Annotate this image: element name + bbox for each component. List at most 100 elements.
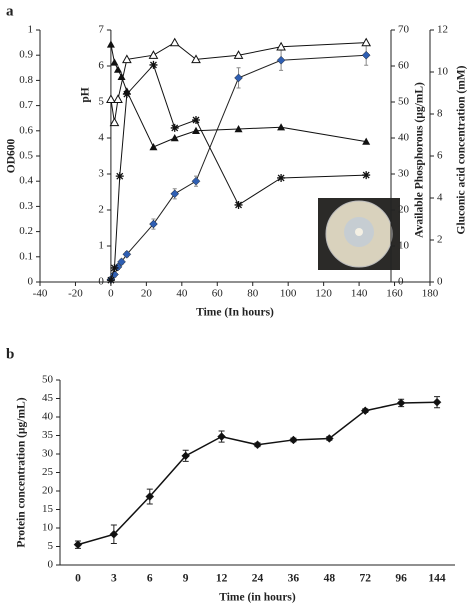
y-tick-label: 50 xyxy=(42,374,54,386)
marker xyxy=(217,432,226,441)
axis-title: Protein concentration (µg/mL) xyxy=(16,397,28,547)
marker xyxy=(110,58,119,66)
marker xyxy=(106,94,116,103)
y-tick-label: 40 xyxy=(398,132,410,144)
y-tick-label: 2 xyxy=(98,204,104,216)
marker xyxy=(361,50,371,60)
axis-title: OD600 xyxy=(6,139,18,174)
inset-photo xyxy=(318,198,400,270)
x-tick-label: 140 xyxy=(351,288,368,300)
marker xyxy=(149,219,158,229)
panel-label: b xyxy=(6,346,14,362)
y-tick-label: 60 xyxy=(398,60,410,72)
y-tick-label: 70 xyxy=(398,24,410,36)
y-tick-label: 5 xyxy=(48,540,54,552)
y-tick-label: 40 xyxy=(42,411,54,423)
y-tick-label: 6 xyxy=(98,60,104,72)
marker xyxy=(170,189,180,199)
y-tick-label: 6 xyxy=(437,150,443,162)
marker xyxy=(192,126,200,134)
y-tick-label: 0.2 xyxy=(19,225,33,237)
x-tick-label: 160 xyxy=(386,288,403,300)
y-tick-label: 0 xyxy=(437,276,443,288)
axis-title: Time (In hours) xyxy=(196,307,274,319)
y-tick-label: 3 xyxy=(98,168,104,180)
y-tick-label: 4 xyxy=(437,192,443,204)
x-tick-label: 120 xyxy=(315,288,332,300)
x-tick-label: 0 xyxy=(108,288,114,300)
y-tick-label: 0.7 xyxy=(19,99,33,111)
axis-title: Time (in hours) xyxy=(219,592,296,604)
marker xyxy=(122,54,132,64)
y-tick-label: 0.4 xyxy=(19,175,33,187)
x-tick-label: 20 xyxy=(141,288,153,300)
marker xyxy=(277,123,286,131)
marker xyxy=(289,435,298,445)
y-tick-label: 0 xyxy=(28,276,34,288)
y-tick-label: 1 xyxy=(28,24,34,36)
y-tick-label: 20 xyxy=(398,204,410,216)
x-tick-label: 100 xyxy=(280,288,297,300)
y-tick-label: 2 xyxy=(437,234,443,246)
x-tick-label: 72 xyxy=(359,573,371,585)
y-tick-label: 50 xyxy=(398,96,410,108)
y-tick-label: 30 xyxy=(398,168,410,180)
y-tick-label: 45 xyxy=(42,392,54,404)
marker xyxy=(115,172,124,181)
y-tick-label: 0 xyxy=(48,559,54,571)
marker xyxy=(276,41,286,51)
y-tick-label: 12 xyxy=(437,24,448,36)
x-tick-label: 48 xyxy=(324,573,336,585)
marker xyxy=(234,200,243,209)
marker xyxy=(362,137,371,145)
marker xyxy=(192,116,200,124)
x-tick-label: 6 xyxy=(147,573,153,585)
y-tick-label: 0.9 xyxy=(19,49,33,61)
marker xyxy=(113,94,123,103)
marker xyxy=(122,90,131,99)
marker xyxy=(149,143,158,151)
axis-title: Available Phosphorous (µg/mL) xyxy=(414,82,426,238)
marker xyxy=(110,263,119,272)
x-tick-label: 40 xyxy=(176,288,188,300)
x-tick-label: 80 xyxy=(247,288,259,300)
y-tick-label: 35 xyxy=(42,429,54,441)
marker xyxy=(170,123,179,132)
marker xyxy=(169,37,180,47)
marker xyxy=(114,65,122,73)
y-tick-label: 0.8 xyxy=(19,74,33,86)
x-tick-label: 3 xyxy=(111,573,117,585)
marker xyxy=(361,37,372,47)
marker xyxy=(276,55,286,65)
marker xyxy=(117,257,126,267)
y-tick-label: 5 xyxy=(98,96,104,108)
marker xyxy=(181,451,191,461)
marker xyxy=(117,72,126,80)
marker xyxy=(109,117,120,127)
marker xyxy=(191,54,201,64)
y-tick-label: 0.6 xyxy=(19,124,33,136)
x-tick-label: 60 xyxy=(212,288,224,300)
marker xyxy=(234,125,243,133)
panel-label: a xyxy=(6,3,14,19)
x-tick-label: -40 xyxy=(33,288,48,300)
x-tick-label: 144 xyxy=(428,573,446,585)
marker xyxy=(324,434,334,443)
y-tick-label: 15 xyxy=(42,503,54,515)
marker xyxy=(234,73,243,83)
marker xyxy=(253,440,262,450)
marker xyxy=(170,134,179,142)
colony xyxy=(355,228,363,236)
y-tick-label: 30 xyxy=(42,448,54,460)
marker xyxy=(277,173,286,182)
y-tick-label: 0.3 xyxy=(19,200,33,212)
marker xyxy=(360,406,370,416)
y-tick-label: 10 xyxy=(42,522,54,534)
marker xyxy=(106,276,115,285)
axis-title: pH xyxy=(80,87,92,102)
y-tick-label: 0.1 xyxy=(19,250,33,262)
x-tick-label: 0 xyxy=(75,573,81,585)
y-tick-label: 25 xyxy=(42,466,54,478)
series-line xyxy=(110,63,367,281)
